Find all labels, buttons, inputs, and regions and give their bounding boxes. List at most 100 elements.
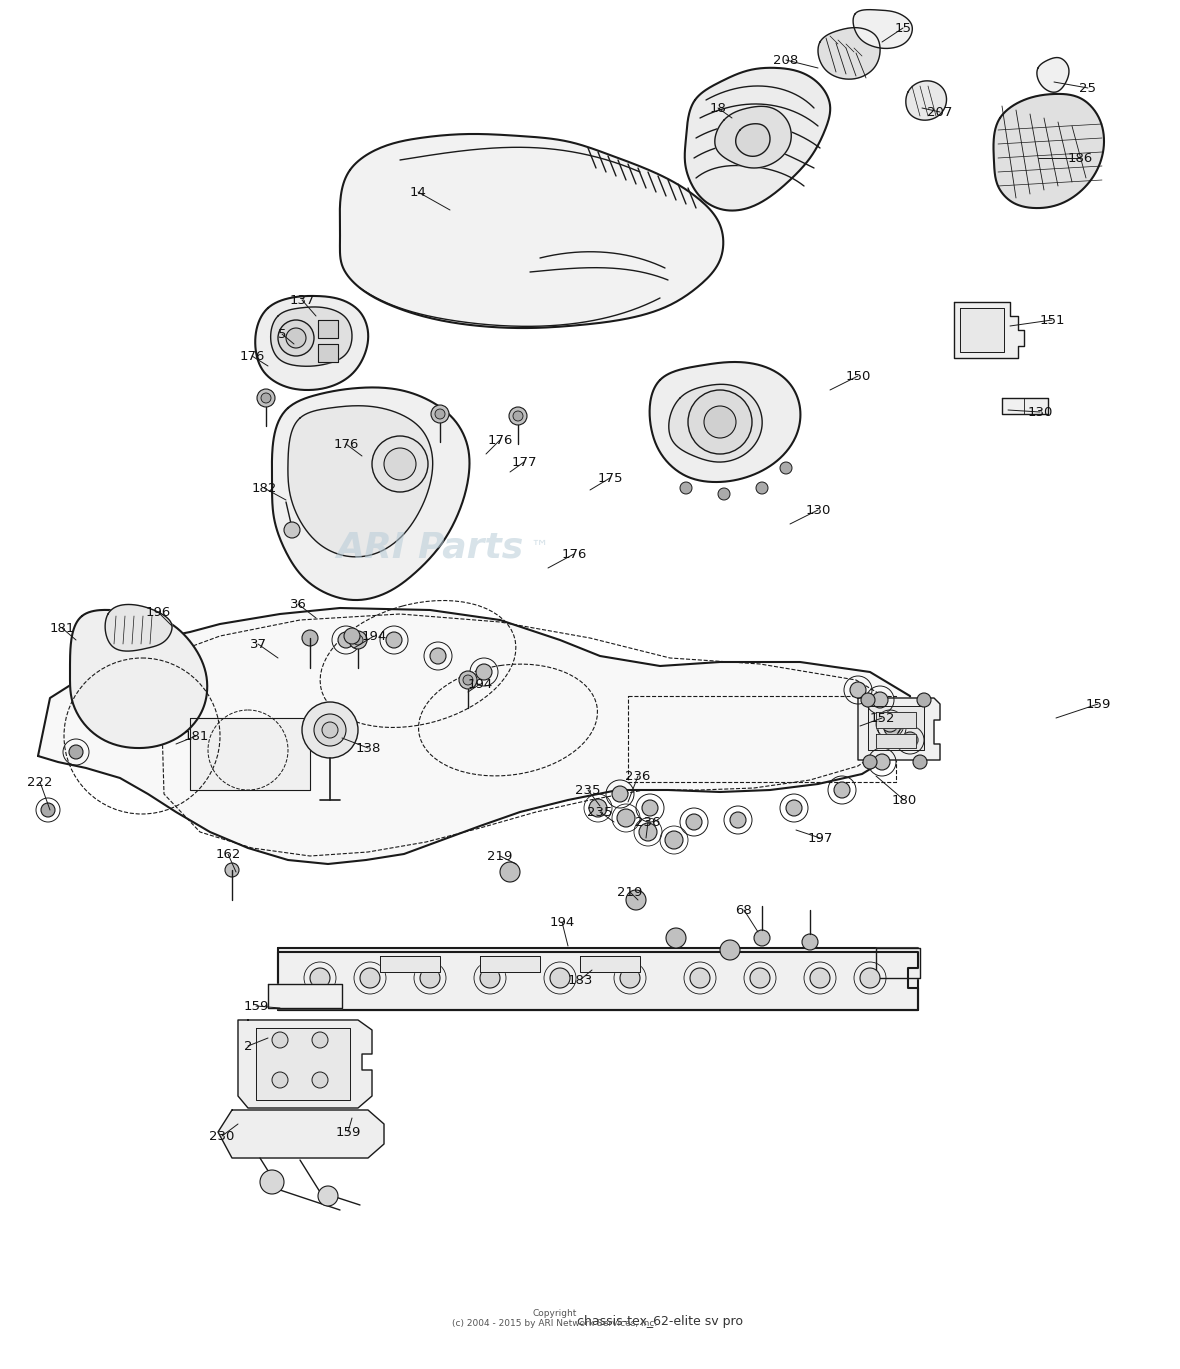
Circle shape (302, 702, 358, 758)
Text: 230: 230 (209, 1129, 235, 1143)
Circle shape (431, 405, 450, 423)
Circle shape (780, 461, 792, 474)
Circle shape (349, 631, 367, 649)
Text: 68: 68 (735, 904, 753, 916)
Text: 152: 152 (870, 712, 894, 724)
Circle shape (284, 522, 300, 538)
Polygon shape (1037, 57, 1069, 92)
Polygon shape (868, 706, 924, 750)
Polygon shape (906, 81, 946, 120)
Circle shape (310, 968, 330, 988)
Text: 18: 18 (709, 101, 727, 115)
Circle shape (620, 968, 640, 988)
Circle shape (312, 1072, 328, 1088)
Text: Copyright: Copyright (533, 1309, 577, 1318)
Circle shape (550, 968, 570, 988)
Circle shape (617, 809, 635, 827)
Circle shape (612, 786, 628, 802)
Circle shape (317, 1186, 337, 1206)
Circle shape (459, 671, 477, 689)
Circle shape (720, 941, 740, 960)
Polygon shape (853, 10, 912, 48)
Circle shape (480, 968, 500, 988)
Circle shape (881, 716, 898, 732)
Text: chassis-tex_62-elite sv pro: chassis-tex_62-elite sv pro (577, 1316, 743, 1328)
Circle shape (686, 815, 702, 830)
Text: 150: 150 (845, 370, 871, 382)
Circle shape (680, 482, 691, 494)
Circle shape (872, 691, 889, 708)
Circle shape (360, 968, 380, 988)
Polygon shape (876, 734, 916, 747)
Text: 15: 15 (894, 22, 911, 34)
Circle shape (500, 862, 520, 882)
Circle shape (917, 693, 931, 706)
Polygon shape (238, 1020, 372, 1108)
Circle shape (476, 664, 492, 680)
Circle shape (861, 693, 876, 706)
Circle shape (802, 934, 818, 950)
Circle shape (463, 675, 473, 684)
Text: 182: 182 (251, 482, 276, 494)
Circle shape (225, 862, 240, 878)
Polygon shape (669, 385, 762, 463)
Polygon shape (218, 1110, 384, 1158)
Polygon shape (858, 698, 940, 760)
Circle shape (863, 754, 877, 769)
Polygon shape (581, 956, 640, 972)
Text: 183: 183 (568, 973, 592, 987)
Circle shape (690, 968, 710, 988)
Text: 194: 194 (361, 630, 387, 642)
Circle shape (386, 632, 402, 648)
Circle shape (322, 721, 337, 738)
Text: 176: 176 (562, 548, 586, 560)
Text: 5: 5 (277, 327, 287, 341)
Text: 219: 219 (487, 850, 512, 862)
Circle shape (834, 782, 850, 798)
Text: 186: 186 (1068, 152, 1093, 164)
Text: 176: 176 (333, 438, 359, 450)
Circle shape (273, 1072, 288, 1088)
Polygon shape (105, 605, 172, 652)
Text: 236: 236 (635, 816, 661, 828)
Text: 177: 177 (511, 456, 537, 468)
Text: 176: 176 (240, 349, 264, 363)
Circle shape (756, 482, 768, 494)
Circle shape (627, 890, 645, 910)
Circle shape (41, 804, 55, 817)
Text: 175: 175 (597, 471, 623, 485)
Polygon shape (317, 344, 337, 361)
Text: 162: 162 (215, 847, 241, 861)
Circle shape (884, 720, 900, 737)
Text: 197: 197 (807, 831, 833, 845)
Polygon shape (278, 951, 918, 1010)
Circle shape (257, 389, 275, 407)
Circle shape (509, 407, 527, 424)
Text: 36: 36 (289, 597, 307, 611)
Polygon shape (70, 611, 208, 747)
Circle shape (372, 435, 428, 491)
Circle shape (704, 407, 736, 438)
Circle shape (589, 799, 607, 817)
Polygon shape (278, 947, 918, 1010)
Polygon shape (876, 712, 916, 728)
Polygon shape (380, 956, 440, 972)
Circle shape (314, 715, 346, 746)
Polygon shape (38, 608, 912, 864)
Text: 207: 207 (927, 105, 952, 119)
Polygon shape (876, 947, 920, 977)
Circle shape (666, 831, 683, 849)
Circle shape (68, 745, 83, 758)
Polygon shape (1002, 398, 1048, 413)
Text: 181: 181 (183, 730, 209, 742)
Text: 37: 37 (249, 638, 267, 650)
Circle shape (260, 1170, 284, 1194)
Text: 236: 236 (625, 769, 650, 783)
Circle shape (754, 930, 771, 946)
Text: 194: 194 (550, 916, 575, 928)
Polygon shape (480, 956, 540, 972)
Circle shape (302, 630, 317, 646)
Circle shape (850, 682, 866, 698)
Text: 219: 219 (617, 886, 643, 898)
Circle shape (278, 320, 314, 356)
